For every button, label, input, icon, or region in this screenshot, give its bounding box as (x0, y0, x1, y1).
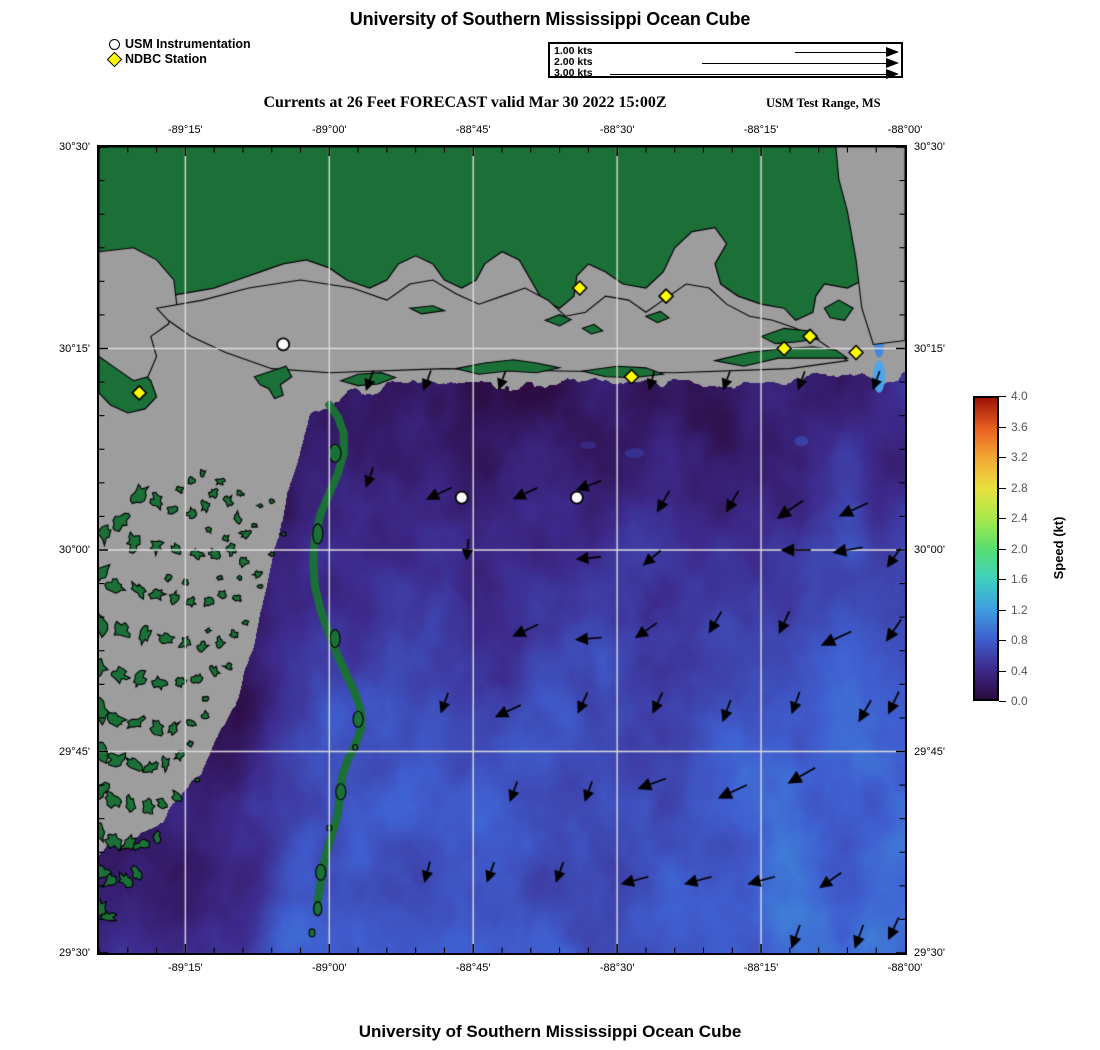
colorbar-label-9: 3.6 (1011, 419, 1028, 434)
vector-scale-label-2: 2.00 kts (554, 56, 593, 68)
y-axis-label-right-4: 29°30' (914, 947, 945, 959)
legend-item-usm-instrumentation: USM Instrumentation (108, 37, 251, 52)
colorbar-gradient (973, 396, 999, 701)
vector-scale-row-1: 1.00 kts (550, 45, 901, 58)
x-axis-label-top-2: -88°45' (455, 124, 491, 136)
vector-arrowhead-3 (886, 69, 899, 79)
colorbar-tick-6 (999, 518, 1006, 519)
colorbar-tick-7 (999, 487, 1006, 489)
y-axis-label-right-2: 30°00' (914, 544, 945, 556)
page-title: University of Southern Mississippi Ocean… (349, 9, 751, 29)
colorbar-label-10: 4.0 (1011, 389, 1028, 403)
region-label: USM Test Range, MS (766, 96, 881, 110)
colorbar-label-3: 1.2 (1011, 602, 1028, 617)
colorbar-tick-1 (999, 670, 1006, 672)
y-axis-label-left-1: 30°15' (59, 342, 90, 355)
y-axis-label-right-3: 29°45' (914, 745, 945, 758)
colorbar-tick-10 (999, 396, 1006, 397)
vector-scale-row-2: 2.00 kts (550, 56, 901, 69)
x-axis-label-top-0: -89°15' (168, 124, 203, 136)
colorbar-title: Speed (kt) (1051, 516, 1066, 580)
vector-shaft-2 (702, 63, 887, 64)
colorbar-tick-4 (999, 579, 1006, 580)
colorbar-tick-0 (999, 701, 1006, 702)
y-axis-label-left-4: 29°30' (59, 947, 90, 959)
forecast-subtitle: Currents at 26 Feet FORECAST valid Mar 3… (263, 94, 667, 111)
diamond-marker-icon (106, 51, 123, 68)
colorbar-label-1: 0.4 (1011, 663, 1028, 678)
vector-scale-label-3: 3.00 kts (554, 67, 593, 79)
colorbar-label-7: 2.8 (1011, 480, 1028, 495)
x-axis-label-bottom-5: -88°00' (887, 962, 923, 974)
colorbar-label-0: 0.0 (1011, 694, 1028, 708)
x-axis-label-top-4: -88°15' (743, 124, 779, 136)
vector-arrowhead-2 (886, 58, 899, 68)
map-canvas[interactable] (99, 147, 905, 953)
x-axis-label-bottom-0: -89°15' (168, 962, 203, 974)
subtitle-row: Currents at 26 Feet FORECAST valid Mar 3… (0, 94, 960, 114)
footer-title: University of Southern Mississippi Ocean… (358, 1022, 742, 1041)
y-axis-label-left-2: 30°00' (59, 544, 90, 556)
colorbar-label-4: 1.6 (1011, 572, 1028, 586)
colorbar-label-5: 2.0 (1011, 541, 1028, 556)
legend-label-ndbc: NDBC Station (125, 52, 207, 66)
vector-scale-row-3: 3.00 kts (550, 67, 901, 80)
x-axis-label-bottom-1: -89°00' (311, 962, 347, 974)
x-axis-label-bottom-3: -88°30' (599, 962, 635, 974)
vector-shaft-3 (610, 74, 887, 75)
colorbar-tick-5 (999, 548, 1006, 550)
y-axis-label-right-1: 30°15' (914, 342, 945, 355)
x-axis-label-top-5: -88°00' (887, 124, 923, 136)
x-axis-label-top-3: -88°30' (599, 124, 635, 136)
vector-scale-label-1: 1.00 kts (554, 45, 593, 57)
x-axis-label-bottom-4: -88°15' (743, 962, 779, 974)
circle-marker-icon (108, 39, 121, 50)
legend-label-usm: USM Instrumentation (125, 37, 251, 51)
vector-shaft-1 (795, 52, 887, 53)
colorbar-label-8: 3.2 (1011, 450, 1028, 464)
colorbar-tick-8 (999, 457, 1006, 458)
vector-scale-legend: 1.00 kts 2.00 kts 3.00 kts (548, 42, 903, 80)
marker-legend: USM Instrumentation NDBC Station (106, 37, 251, 68)
colorbar-tick-9 (999, 426, 1006, 428)
colorbar-tick-2 (999, 640, 1006, 641)
vector-arrowhead-1 (886, 47, 899, 57)
colorbar-label-6: 2.4 (1011, 511, 1028, 525)
x-axis-label-bottom-2: -88°45' (455, 962, 491, 974)
y-axis-label-right-0: 30°30' (914, 141, 945, 153)
y-axis-label-left-3: 29°45' (59, 745, 90, 758)
map-plot-area[interactable] (97, 145, 907, 955)
colorbar-label-2: 0.8 (1011, 633, 1028, 647)
colorbar-tick-3 (999, 609, 1006, 611)
legend-item-ndbc-station: NDBC Station (106, 51, 251, 68)
y-axis-label-left-0: 30°30' (59, 141, 90, 153)
x-axis-label-top-1: -89°00' (311, 124, 347, 136)
